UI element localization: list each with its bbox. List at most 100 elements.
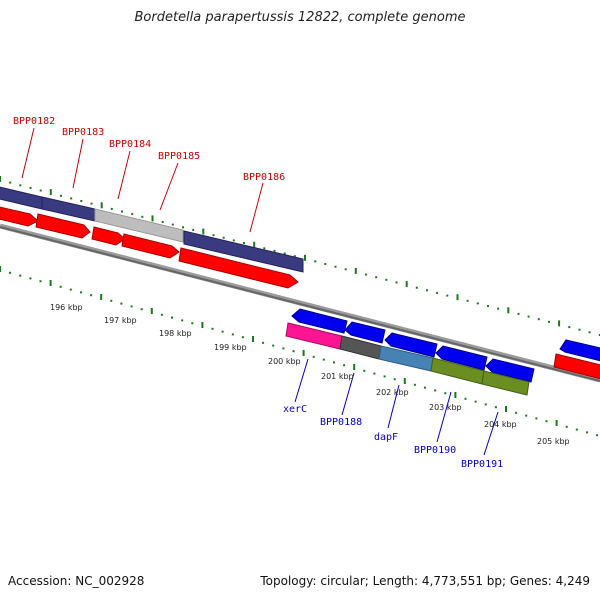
lower-tick: [596, 434, 599, 437]
label-bpp0184[interactable]: BPP0184: [109, 139, 151, 150]
kbp-198: 198 kbp: [159, 329, 192, 338]
upper-tick: [436, 291, 439, 294]
bpp0191-bar[interactable]: [481, 370, 530, 396]
upper-tick: [202, 228, 205, 235]
lower-tick: [80, 291, 82, 294]
upper-tick: [60, 194, 62, 197]
gene-bpp0184-bar[interactable]: [94, 208, 184, 243]
dapf-arrow[interactable]: [384, 332, 438, 358]
gene-track-right-bars: [285, 322, 600, 396]
upper-tick: [466, 299, 469, 302]
lower-tick: [353, 364, 356, 370]
lower-tick: [221, 330, 224, 333]
lower-tick: [484, 403, 487, 406]
upper-tick: [192, 228, 195, 231]
far-right-blue-arrow[interactable]: [559, 339, 600, 362]
upper-tick: [39, 189, 42, 192]
kbp-204: 204 kbp: [484, 420, 517, 429]
red-arrow-4[interactable]: [121, 233, 180, 259]
lower-tick: [525, 414, 528, 417]
lower-tick: [393, 378, 396, 381]
lower-tick: [545, 420, 548, 423]
lower-tick: [474, 400, 477, 403]
lower-tick: [403, 378, 406, 384]
lower-tick: [191, 322, 194, 325]
gene-bpp0186-bar[interactable]: [183, 230, 304, 273]
xerc-arrow[interactable]: [291, 308, 348, 334]
upper-tick: [456, 294, 459, 301]
red-arrow-1[interactable]: [0, 206, 39, 227]
upper-tick: [558, 320, 561, 327]
upper-tick-marks: [0, 176, 600, 336]
upper-tick: [0, 176, 1, 182]
map-title: Bordetella parapertussis 12822, complete…: [134, 10, 466, 25]
lower-tick: [363, 369, 366, 372]
lower-tick: [555, 420, 558, 426]
upper-tick: [161, 221, 164, 223]
label-xerc[interactable]: xerC: [283, 404, 307, 415]
kbp-202: 202 kbp: [376, 388, 409, 397]
lower-tick: [171, 316, 173, 319]
upper-tick: [110, 207, 113, 210]
lower-tick: [302, 350, 305, 356]
far-right-red-arrow[interactable]: [553, 353, 600, 380]
upper-tick: [487, 305, 489, 308]
lower-tick: [181, 319, 184, 322]
bpp0188-arrow[interactable]: [344, 321, 386, 344]
label-bpp0182[interactable]: BPP0182: [13, 116, 55, 127]
upper-tick: [578, 328, 581, 331]
red-arrow-3[interactable]: [91, 226, 126, 246]
upper-tick: [70, 197, 73, 200]
upper-tick: [273, 249, 276, 252]
lower-tick: [19, 274, 22, 277]
upper-tick: [90, 202, 93, 205]
upper-tick: [314, 260, 317, 263]
lower-tick: [282, 347, 285, 350]
lower-tick: [444, 392, 447, 395]
label-bpp0186[interactable]: BPP0186: [243, 172, 285, 183]
red-arrow-5[interactable]: [178, 247, 299, 289]
upper-tick: [9, 181, 12, 184]
lower-tick: [464, 397, 467, 400]
upper-tick: [283, 252, 286, 255]
upper-tick: [171, 223, 174, 226]
label-dapf[interactable]: dapF: [374, 432, 398, 443]
upper-tick: [182, 226, 184, 229]
upper-tick: [324, 263, 327, 265]
red-arrow-2[interactable]: [35, 213, 91, 239]
upper-tick: [365, 273, 367, 276]
genome-backbone: [0, 223, 600, 383]
upper-tick: [598, 334, 600, 336]
lower-tick: [160, 313, 163, 316]
label-bpp0183[interactable]: BPP0183: [62, 127, 104, 138]
lower-tick: [150, 308, 153, 314]
upper-tick: [517, 312, 520, 315]
label-bpp0190[interactable]: BPP0190: [414, 445, 456, 456]
lower-tick: [201, 322, 204, 328]
gene-bpp0182-bar[interactable]: [0, 186, 43, 210]
upper-tick: [527, 315, 530, 318]
lower-tick: [434, 389, 437, 392]
lower-tick: [29, 277, 32, 280]
upper-tick: [446, 294, 449, 297]
bpp0191-arrow[interactable]: [485, 358, 535, 383]
kbp-196: 196 kbp: [50, 303, 83, 312]
upper-tick: [243, 242, 245, 244]
label-bpp0191[interactable]: BPP0191: [461, 459, 503, 470]
upper-tick: [344, 268, 347, 271]
bottom-gene-labels: xerC BPP0188 dapF BPP0190 BPP0191: [283, 358, 503, 470]
upper-tick: [232, 239, 235, 242]
lower-tick: [322, 358, 325, 361]
accession-text: Accession: NC_002928: [8, 574, 145, 588]
upper-tick: [19, 184, 22, 187]
upper-tick: [426, 289, 428, 292]
bpp0190-arrow[interactable]: [435, 345, 488, 371]
label-bpp0185[interactable]: BPP0185: [158, 151, 200, 162]
label-bpp0188[interactable]: BPP0188: [320, 417, 362, 428]
upper-tick: [537, 318, 540, 321]
lower-tick: [90, 294, 93, 297]
lower-tick: [59, 285, 62, 288]
top-gene-labels: BPP0182 BPP0183 BPP0184 BPP0185 BPP0186: [13, 116, 285, 233]
upper-tick: [497, 307, 500, 310]
